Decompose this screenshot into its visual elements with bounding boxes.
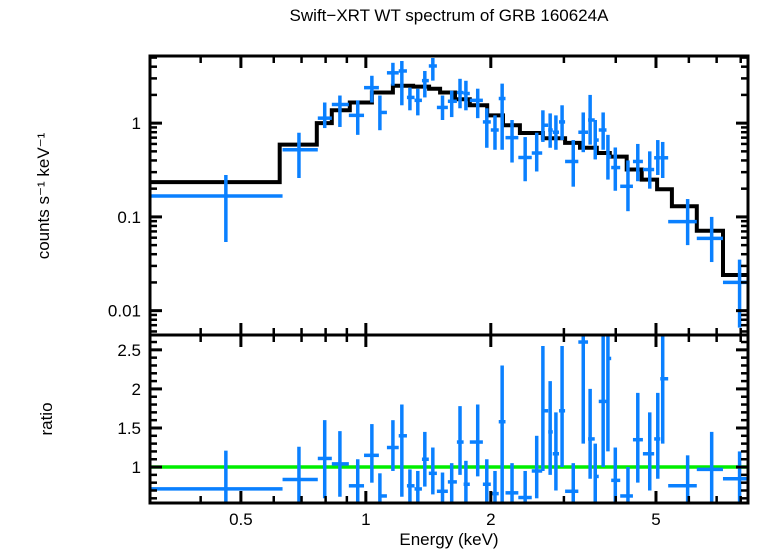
ratio-y-tick-label: 1.5	[117, 419, 141, 438]
ratio-y-tick-label: 2.5	[117, 341, 141, 360]
axis-ticks	[150, 56, 748, 503]
x-tick-label: 5	[651, 510, 660, 529]
ratio-y-tick-label: 1	[132, 458, 141, 477]
axis-tick-labels: 0.5 1 2 5 1 0.1 0.01 1 1.5 2 2.5	[108, 114, 661, 529]
x-tick-label: 2	[486, 510, 495, 529]
spectrum-y-tick-label: 0.01	[108, 302, 141, 321]
spectrum-data-points	[150, 58, 748, 328]
x-tick-label: 1	[361, 510, 370, 529]
ratio-data-points	[150, 335, 748, 503]
x-tick-label: 0.5	[229, 510, 253, 529]
ratio-y-tick-label: 2	[132, 380, 141, 399]
x-axis-label: Energy (keV)	[399, 530, 499, 549]
model-step-line	[150, 83, 748, 277]
spectrum-y-tick-label: 1	[132, 114, 141, 133]
plot-title: Swift−XRT WT spectrum of GRB 160624A	[289, 6, 609, 25]
spectrum-y-tick-label: 0.1	[117, 208, 141, 227]
